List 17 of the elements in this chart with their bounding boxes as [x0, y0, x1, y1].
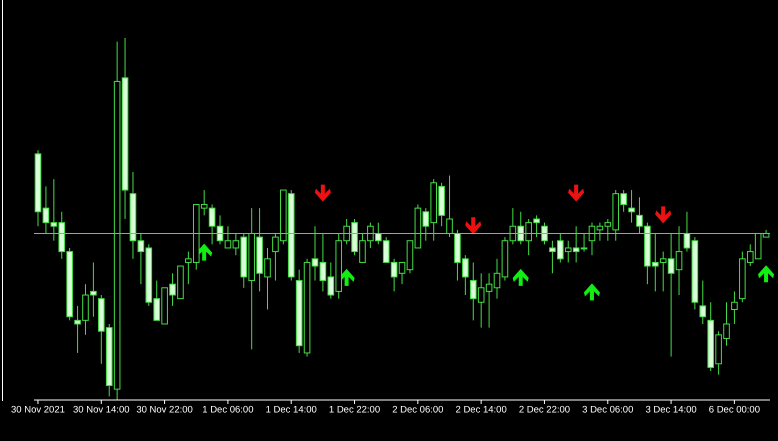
- x-tick-label: 1 Dec 14:00: [266, 404, 317, 416]
- x-tick-label: 1 Dec 06:00: [202, 404, 254, 416]
- candlestick: [446, 175, 453, 238]
- x-tick-label: 30 Nov 22:00: [136, 404, 193, 416]
- x-tick-label: 1 Dec 22:00: [328, 404, 380, 416]
- x-tick-label: 6 Dec 00:00: [708, 404, 760, 416]
- candlestick: [731, 290, 738, 324]
- x-tick-label: 30 Nov 2021: [11, 404, 65, 416]
- x-tick-label: 3 Dec 06:00: [582, 404, 634, 416]
- candlestick: [541, 222, 548, 245]
- x-tick-label: 2 Dec 22:00: [518, 404, 570, 416]
- x-tick-label: 2 Dec 14:00: [456, 404, 507, 416]
- x-tick-label: 30 Nov 14:00: [73, 404, 130, 416]
- x-tick-label: 2 Dec 06:00: [392, 404, 444, 416]
- x-tick-label: 3 Dec 14:00: [645, 404, 697, 416]
- candlestick: [699, 280, 706, 324]
- candlestick: [628, 190, 635, 224]
